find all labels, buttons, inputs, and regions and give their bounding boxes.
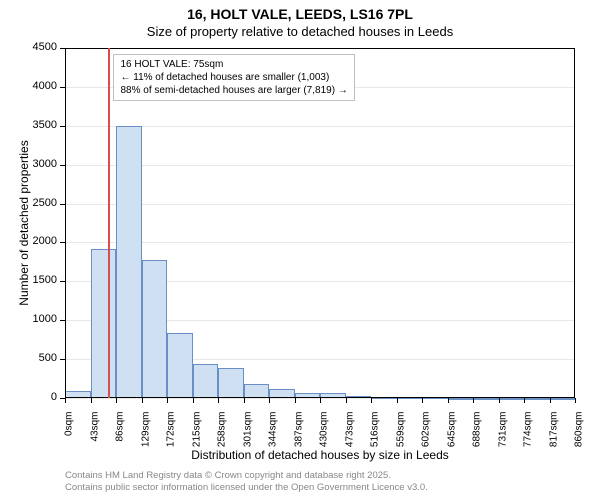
x-tick [295,398,296,403]
y-tick-label: 3000 [25,158,57,170]
x-tick [499,398,500,403]
chart-container: 16, HOLT VALE, LEEDS, LS16 7PL Size of p… [0,0,600,500]
histogram-bar [116,126,142,398]
x-tick [448,398,449,403]
histogram-bar [244,384,270,398]
footer-attribution: Contains HM Land Registry data © Crown c… [65,470,428,495]
histogram-bar [550,398,576,400]
x-tick [575,398,576,403]
annotation-line: 16 HOLT VALE: 75sqm [120,58,347,71]
x-tick [346,398,347,403]
footer-line-1: Contains HM Land Registry data © Crown c… [65,470,428,482]
axis-spine [65,48,66,398]
axis-spine [65,397,575,398]
x-tick [371,398,372,403]
chart-title-sub: Size of property relative to detached ho… [0,24,600,39]
annotation-box: 16 HOLT VALE: 75sqm← 11% of detached hou… [113,54,354,101]
y-tick-label: 4500 [25,41,57,53]
x-tick-label: 860sqm [574,412,585,456]
axis-spine [65,48,575,49]
x-tick [193,398,194,403]
axis-spine [574,48,575,398]
histogram-bar [193,364,219,398]
x-axis-label: Distribution of detached houses by size … [65,448,575,462]
x-tick [524,398,525,403]
grid-line [65,165,575,166]
x-tick [116,398,117,403]
y-tick-label: 2000 [25,235,57,247]
x-tick [422,398,423,403]
footer-line-2: Contains public sector information licen… [65,482,428,494]
x-tick [550,398,551,403]
x-tick [65,398,66,403]
histogram-bar [524,398,550,400]
y-tick-label: 0 [25,391,57,403]
x-tick [473,398,474,403]
annotation-line: ← 11% of detached houses are smaller (1,… [120,71,347,84]
annotation-line: 88% of semi-detached houses are larger (… [120,84,347,97]
plot-area: 0500100015002000250030003500400045000sqm… [65,48,575,398]
x-tick [269,398,270,403]
y-tick-label: 2500 [25,197,57,209]
y-tick-label: 1500 [25,274,57,286]
histogram-bar [142,260,168,398]
chart-title-main: 16, HOLT VALE, LEEDS, LS16 7PL [0,6,600,22]
property-marker-line [108,48,110,398]
y-tick-label: 3500 [25,119,57,131]
y-tick-label: 1000 [25,313,57,325]
x-tick [397,398,398,403]
histogram-bar [218,368,244,398]
grid-line [65,126,575,127]
histogram-bar [499,398,525,400]
x-tick [320,398,321,403]
grid-line [65,204,575,205]
histogram-bar [91,249,117,398]
x-tick [167,398,168,403]
x-tick [142,398,143,403]
x-tick [91,398,92,403]
grid-line [65,242,575,243]
histogram-bar [167,333,193,398]
y-tick-label: 500 [25,352,57,364]
y-tick-label: 4000 [25,80,57,92]
x-tick [244,398,245,403]
x-tick [218,398,219,403]
